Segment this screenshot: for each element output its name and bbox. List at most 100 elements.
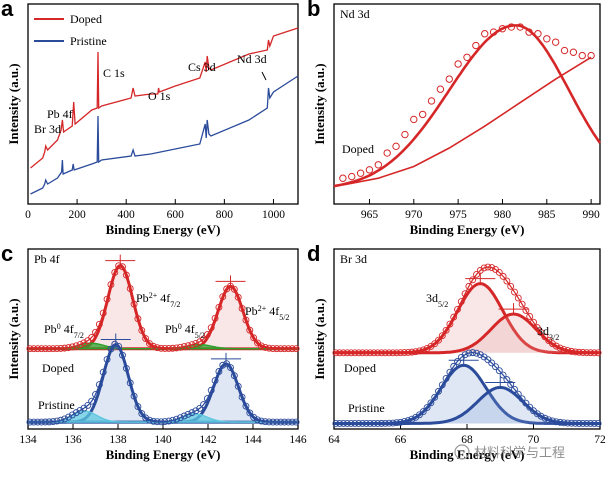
data-point xyxy=(92,390,99,398)
label-part: 4f xyxy=(61,322,74,336)
data-point xyxy=(88,333,96,341)
data-point xyxy=(340,420,347,427)
data-point xyxy=(393,419,401,427)
data-point xyxy=(575,419,583,427)
panel-letter: c xyxy=(1,241,13,266)
data-point xyxy=(356,169,365,177)
label-part: 3d xyxy=(537,324,549,338)
data-point xyxy=(412,348,420,356)
data-point xyxy=(339,174,347,182)
data-point xyxy=(583,349,591,357)
data-point xyxy=(200,335,207,343)
y-axis-title: Intensity (a.u.) xyxy=(6,298,21,379)
panel-letter: d xyxy=(307,241,320,266)
data-point xyxy=(381,419,389,427)
data-point xyxy=(230,285,238,293)
data-point xyxy=(34,345,42,353)
annotation-arrow xyxy=(261,71,267,81)
label-part: 4f xyxy=(182,322,195,336)
data-point xyxy=(257,342,265,350)
data-point xyxy=(254,416,261,424)
wechat-logo-icon xyxy=(454,444,470,460)
x-tick-label: 400 xyxy=(118,209,136,221)
data-point xyxy=(265,418,273,426)
series-label-doped: Doped xyxy=(42,361,74,375)
label-part: 5/2 xyxy=(279,313,289,322)
data-point xyxy=(552,418,560,426)
data-point xyxy=(374,419,382,427)
data-point xyxy=(173,344,180,352)
data-point xyxy=(165,344,173,352)
panel-element-label: Nd 3d xyxy=(340,7,370,21)
data-point xyxy=(525,28,533,36)
data-point xyxy=(400,349,408,357)
peak-label: 3d5/2 xyxy=(426,291,448,309)
data-point xyxy=(119,351,126,359)
x-tick-label: 200 xyxy=(68,209,86,221)
x-tick-label: 64 xyxy=(328,434,340,446)
data-point xyxy=(273,418,281,426)
label-part: 2+ xyxy=(258,304,267,313)
component-fill xyxy=(28,343,298,349)
panel-letter: b xyxy=(307,0,320,21)
data-point xyxy=(107,281,115,289)
data-point xyxy=(461,351,469,359)
data-point xyxy=(392,142,400,151)
data-point xyxy=(142,414,150,422)
data-point xyxy=(569,48,578,56)
data-point xyxy=(511,385,518,393)
data-point xyxy=(551,38,560,46)
data-point xyxy=(484,263,492,271)
data-point xyxy=(149,342,157,350)
data-point xyxy=(514,390,522,398)
data-point xyxy=(450,362,458,370)
data-point xyxy=(489,28,498,36)
data-point xyxy=(238,304,246,312)
data-point xyxy=(180,412,188,420)
data-point xyxy=(438,332,446,340)
data-point xyxy=(234,382,242,390)
data-point xyxy=(498,25,507,33)
data-point xyxy=(336,420,344,427)
data-point xyxy=(454,60,462,68)
data-point xyxy=(246,326,254,334)
data-point xyxy=(126,285,134,293)
data-point xyxy=(211,314,219,322)
data-point xyxy=(518,300,526,308)
y-axis-title: Intensity (a.u.) xyxy=(312,63,327,144)
component-fill xyxy=(28,411,298,423)
data-point xyxy=(463,53,471,61)
data-point xyxy=(575,348,583,356)
peak-label: Pb0 4f7/2 xyxy=(44,322,84,340)
data-point xyxy=(269,345,277,352)
data-point xyxy=(103,295,111,303)
x-tick-label: 70 xyxy=(528,434,540,446)
label-part: Pb xyxy=(44,322,57,336)
data-point xyxy=(99,368,107,376)
data-point xyxy=(84,401,92,409)
x-tick-label: 142 xyxy=(199,434,217,446)
x-tick-label: 134 xyxy=(19,434,37,446)
y-axis-title: Intensity (a.u.) xyxy=(6,63,21,144)
data-point xyxy=(207,386,215,394)
data-point xyxy=(435,336,442,344)
data-point xyxy=(107,345,115,353)
data-point xyxy=(142,335,150,343)
data-point xyxy=(408,348,416,356)
data-point xyxy=(492,363,499,371)
label-part: 0 xyxy=(178,322,182,331)
data-point xyxy=(480,264,488,272)
label-part: 0 xyxy=(57,322,61,331)
peak-annotation: Cs 3d xyxy=(188,60,216,74)
data-point xyxy=(153,344,161,352)
data-point xyxy=(277,418,285,426)
data-point xyxy=(196,404,204,412)
data-point xyxy=(552,342,560,350)
data-point xyxy=(188,341,196,349)
data-point xyxy=(446,320,454,328)
data-point xyxy=(355,349,363,357)
label-part: 4f xyxy=(157,291,170,305)
data-point xyxy=(188,409,196,417)
data-point xyxy=(362,349,370,357)
data-point xyxy=(200,401,207,409)
